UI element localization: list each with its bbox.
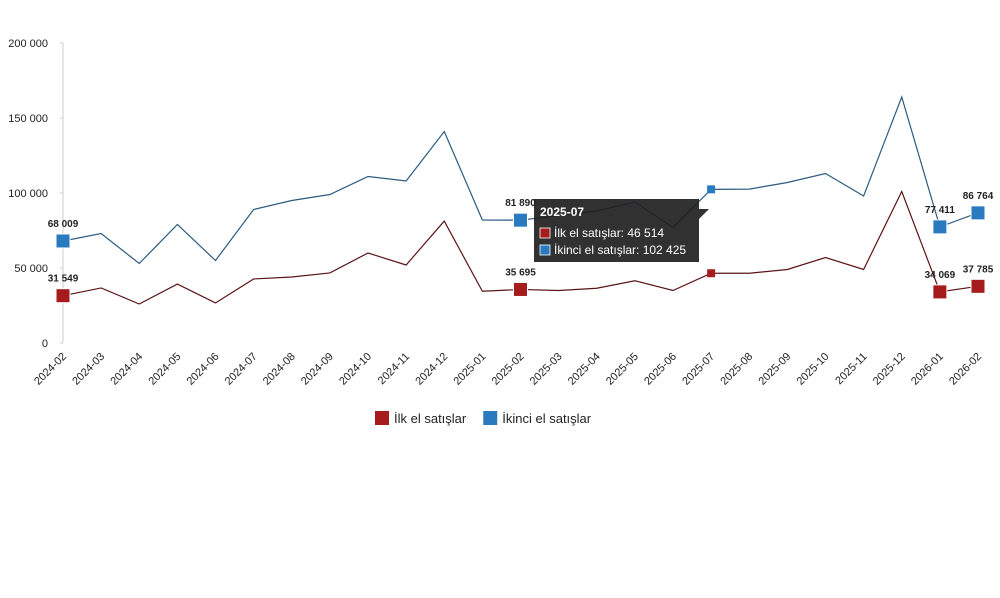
x-tick-label: 2024-04 bbox=[108, 351, 145, 388]
x-tick-label: 2024-07 bbox=[223, 351, 260, 388]
tooltip-swatch bbox=[539, 227, 551, 239]
x-tick-label: 2025-08 bbox=[718, 351, 755, 388]
x-tick-label: 2024-12 bbox=[413, 351, 450, 388]
x-tick-label: 2026-01 bbox=[909, 351, 946, 388]
marker bbox=[513, 212, 528, 228]
marker bbox=[707, 269, 716, 278]
data-label: 34 069 bbox=[925, 270, 956, 281]
tooltip-line: İlk el satışlar: 46 514 bbox=[554, 226, 664, 240]
marker bbox=[707, 185, 716, 194]
x-tick-label: 2025-01 bbox=[451, 351, 488, 388]
y-tick-label: 50 000 bbox=[14, 263, 48, 275]
data-label: 37 785 bbox=[963, 264, 994, 275]
y-tick-label: 200 000 bbox=[8, 38, 48, 50]
x-tick-label: 2024-03 bbox=[70, 351, 107, 388]
data-label: 68 009 bbox=[48, 219, 79, 230]
legend-label: İlk el satışlar bbox=[394, 411, 467, 426]
tooltip-line: İkinci el satışlar: 102 425 bbox=[554, 243, 686, 257]
legend-swatch bbox=[483, 411, 498, 425]
y-tick-label: 150 000 bbox=[8, 113, 48, 125]
x-tick-label: 2024-06 bbox=[185, 351, 222, 388]
data-label: 86 764 bbox=[963, 191, 994, 202]
x-tick-label: 2024-10 bbox=[337, 351, 374, 388]
marker bbox=[932, 219, 948, 235]
x-tick-label: 2026-02 bbox=[947, 351, 984, 388]
series-line bbox=[62, 95, 979, 265]
x-tick-label: 2024-09 bbox=[299, 351, 336, 388]
data-label: 35 695 bbox=[505, 267, 536, 278]
data-label: 31 549 bbox=[48, 274, 79, 285]
x-tick-label: 2025-05 bbox=[604, 351, 641, 388]
x-tick-label: 2025-10 bbox=[795, 351, 832, 388]
x-tick-label: 2025-07 bbox=[680, 351, 717, 388]
x-tick-label: 2024-05 bbox=[146, 351, 183, 388]
tooltip: 2025-07 İlk el satışlar: 46 514 İkinci el … bbox=[534, 199, 709, 262]
x-tick-label: 2024-08 bbox=[261, 351, 298, 388]
x-tick-label: 2024-11 bbox=[376, 351, 412, 387]
marker bbox=[970, 205, 986, 221]
marker bbox=[55, 233, 71, 249]
x-tick-label: 2025-04 bbox=[566, 351, 603, 388]
y-tick-label: 100 000 bbox=[8, 188, 48, 200]
tooltip-title: 2025-07 bbox=[540, 205, 584, 219]
x-tick-label: 2025-06 bbox=[642, 351, 679, 388]
x-tick-label: 2025-11 bbox=[833, 351, 869, 387]
legend-label: İkinci el satışlar bbox=[502, 411, 592, 426]
tooltip-swatch bbox=[539, 244, 551, 256]
x-tick-label: 2025-03 bbox=[528, 351, 565, 388]
y-tick-label: 0 bbox=[42, 338, 48, 350]
legend-swatch bbox=[375, 411, 389, 425]
x-tick-label: 2025-02 bbox=[490, 351, 527, 388]
marker bbox=[932, 284, 948, 300]
marker bbox=[513, 281, 528, 297]
data-label: 77 411 bbox=[925, 205, 955, 216]
marker bbox=[970, 278, 986, 294]
marker bbox=[55, 288, 71, 304]
x-tick-label: 2025-09 bbox=[756, 351, 793, 388]
x-tick-label: 2025-12 bbox=[871, 351, 908, 388]
data-label: 81 890 bbox=[505, 198, 536, 209]
tooltip-box bbox=[534, 199, 709, 262]
x-tick-label: 2024-02 bbox=[32, 351, 69, 388]
